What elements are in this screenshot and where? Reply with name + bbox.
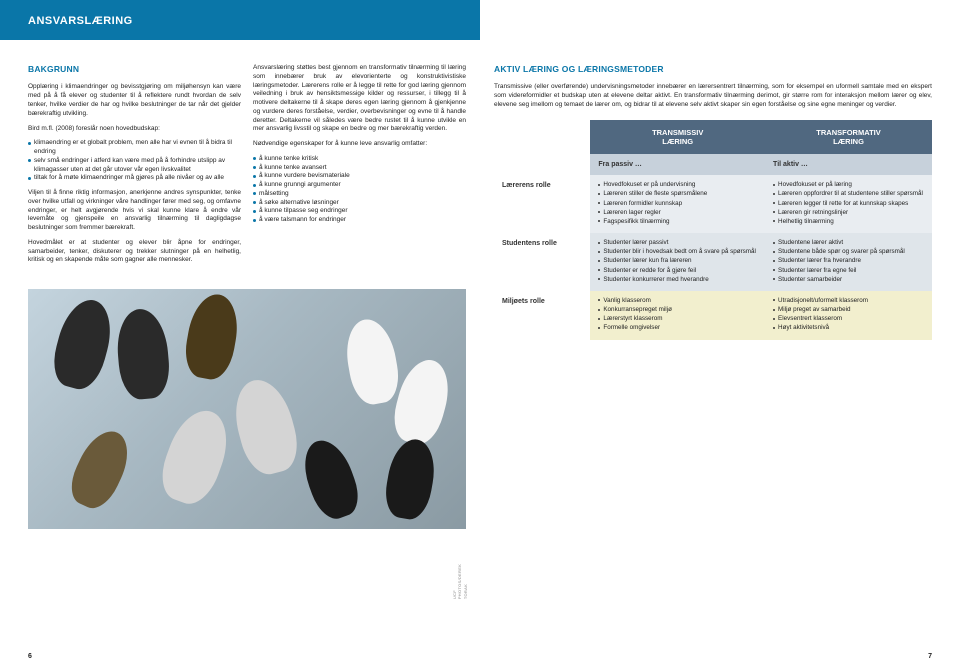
bullet-item: å kunne tilpasse seg endringer xyxy=(253,207,466,216)
table-header-row: TRANSMISSIV LÆRING TRANSFORMATIV LÆRING xyxy=(494,120,932,154)
th-transmissiv: TRANSMISSIV LÆRING xyxy=(590,120,765,154)
th-transformativ: TRANSFORMATIV LÆRING xyxy=(765,120,932,154)
photo-shoes-circle xyxy=(28,289,466,529)
column-2: Ansvarslæring støttes best gjennom en tr… xyxy=(253,64,466,271)
row-label: Miljøets rolle xyxy=(494,291,590,340)
page-number-right: 7 xyxy=(928,652,932,661)
col2-p1: Ansvarslæring støttes best gjennom en tr… xyxy=(253,64,466,134)
row2-cell-a: Studenter lærer passivt Studenter blir i… xyxy=(590,233,765,291)
sub-passiv: Fra passiv … xyxy=(590,154,765,175)
row3-cell-a: Vanlig klasserom Konkurransepreget miljø… xyxy=(590,291,765,340)
page-number-left: 6 xyxy=(28,652,32,661)
page-right: AKTIV LÆRING OG LÆRINGSMETODER Transmiss… xyxy=(480,0,960,669)
row3-cell-b: Utradisjonelt/uformelt klasserom Miljø p… xyxy=(765,291,932,340)
row1-cell-b: Hovedfokuset er på læring Læreren oppfor… xyxy=(765,175,932,233)
bullet-item: selv små endringer i atferd kan være med… xyxy=(28,157,241,175)
row2-cell-b: Studentene lærer aktivt Studentene både … xyxy=(765,233,932,291)
table-spacer xyxy=(494,120,590,154)
left-content: BAKGRUNN Opplæring i klimaendringer og b… xyxy=(0,40,480,271)
bakgrunn-p4: Hovedmålet er at studenter og elever bli… xyxy=(28,239,241,265)
bakgrunn-heading: BAKGRUNN xyxy=(28,64,241,75)
page-left: ANSVARSLÆRING BAKGRUNN Opplæring i klima… xyxy=(0,0,480,669)
table-spacer xyxy=(494,154,590,175)
bakgrunn-bullets: klimaendring er et globalt problem, men … xyxy=(28,139,241,183)
col2-p2: Nødvendige egenskaper for å kunne leve a… xyxy=(253,140,466,149)
bullet-item: å være talsmann for endringer xyxy=(253,216,466,225)
bullet-item: tiltak for å møte klimaendringer må gjør… xyxy=(28,174,241,183)
table-subheader-row: Fra passiv … Til aktiv … xyxy=(494,154,932,175)
row-label: Lærerens rolle xyxy=(494,175,590,233)
bakgrunn-p1: Opplæring i klimaendringer og bevisstgjø… xyxy=(28,83,241,118)
sub-aktiv: Til aktiv … xyxy=(765,154,932,175)
aktiv-p1: Transmissive (eller overførende) undervi… xyxy=(494,83,932,109)
header-title: ANSVARSLÆRING xyxy=(28,15,133,27)
col2-bullets: å kunne tenke kritisk å kunne tenke avan… xyxy=(253,155,466,225)
bakgrunn-p2: Bird m.fl. (2008) foreslår noen hovedbud… xyxy=(28,125,241,134)
photo-credit: UCF PHOTOS/DEREK TORAK xyxy=(452,564,468,599)
row1-cell-a: Hovedfokuset er på undervisning Læreren … xyxy=(590,175,765,233)
table-row-student: Studentens rolle Studenter lærer passivt… xyxy=(494,233,932,291)
bakgrunn-p3: Viljen til å finne riktig informasjon, a… xyxy=(28,189,241,233)
bullet-item: å kunne grunngi argumenter xyxy=(253,181,466,190)
bullet-item: å kunne tenke kritisk xyxy=(253,155,466,164)
aktiv-heading: AKTIV LÆRING OG LÆRINGSMETODER xyxy=(494,64,932,75)
header-bar: ANSVARSLÆRING xyxy=(0,0,480,40)
row-label: Studentens rolle xyxy=(494,233,590,291)
bullet-item: klimaendring er et globalt problem, men … xyxy=(28,139,241,157)
table-row-teacher: Lærerens rolle Hovedfokuset er på underv… xyxy=(494,175,932,233)
bullet-item: målsetting xyxy=(253,190,466,199)
bullet-item: å kunne vurdere bevismateriale xyxy=(253,172,466,181)
learning-table: TRANSMISSIV LÆRING TRANSFORMATIV LÆRING … xyxy=(494,120,932,340)
column-1: BAKGRUNN Opplæring i klimaendringer og b… xyxy=(28,64,241,271)
right-content: AKTIV LÆRING OG LÆRINGSMETODER Transmiss… xyxy=(480,0,960,340)
table-row-environment: Miljøets rolle Vanlig klasserom Konkurra… xyxy=(494,291,932,340)
